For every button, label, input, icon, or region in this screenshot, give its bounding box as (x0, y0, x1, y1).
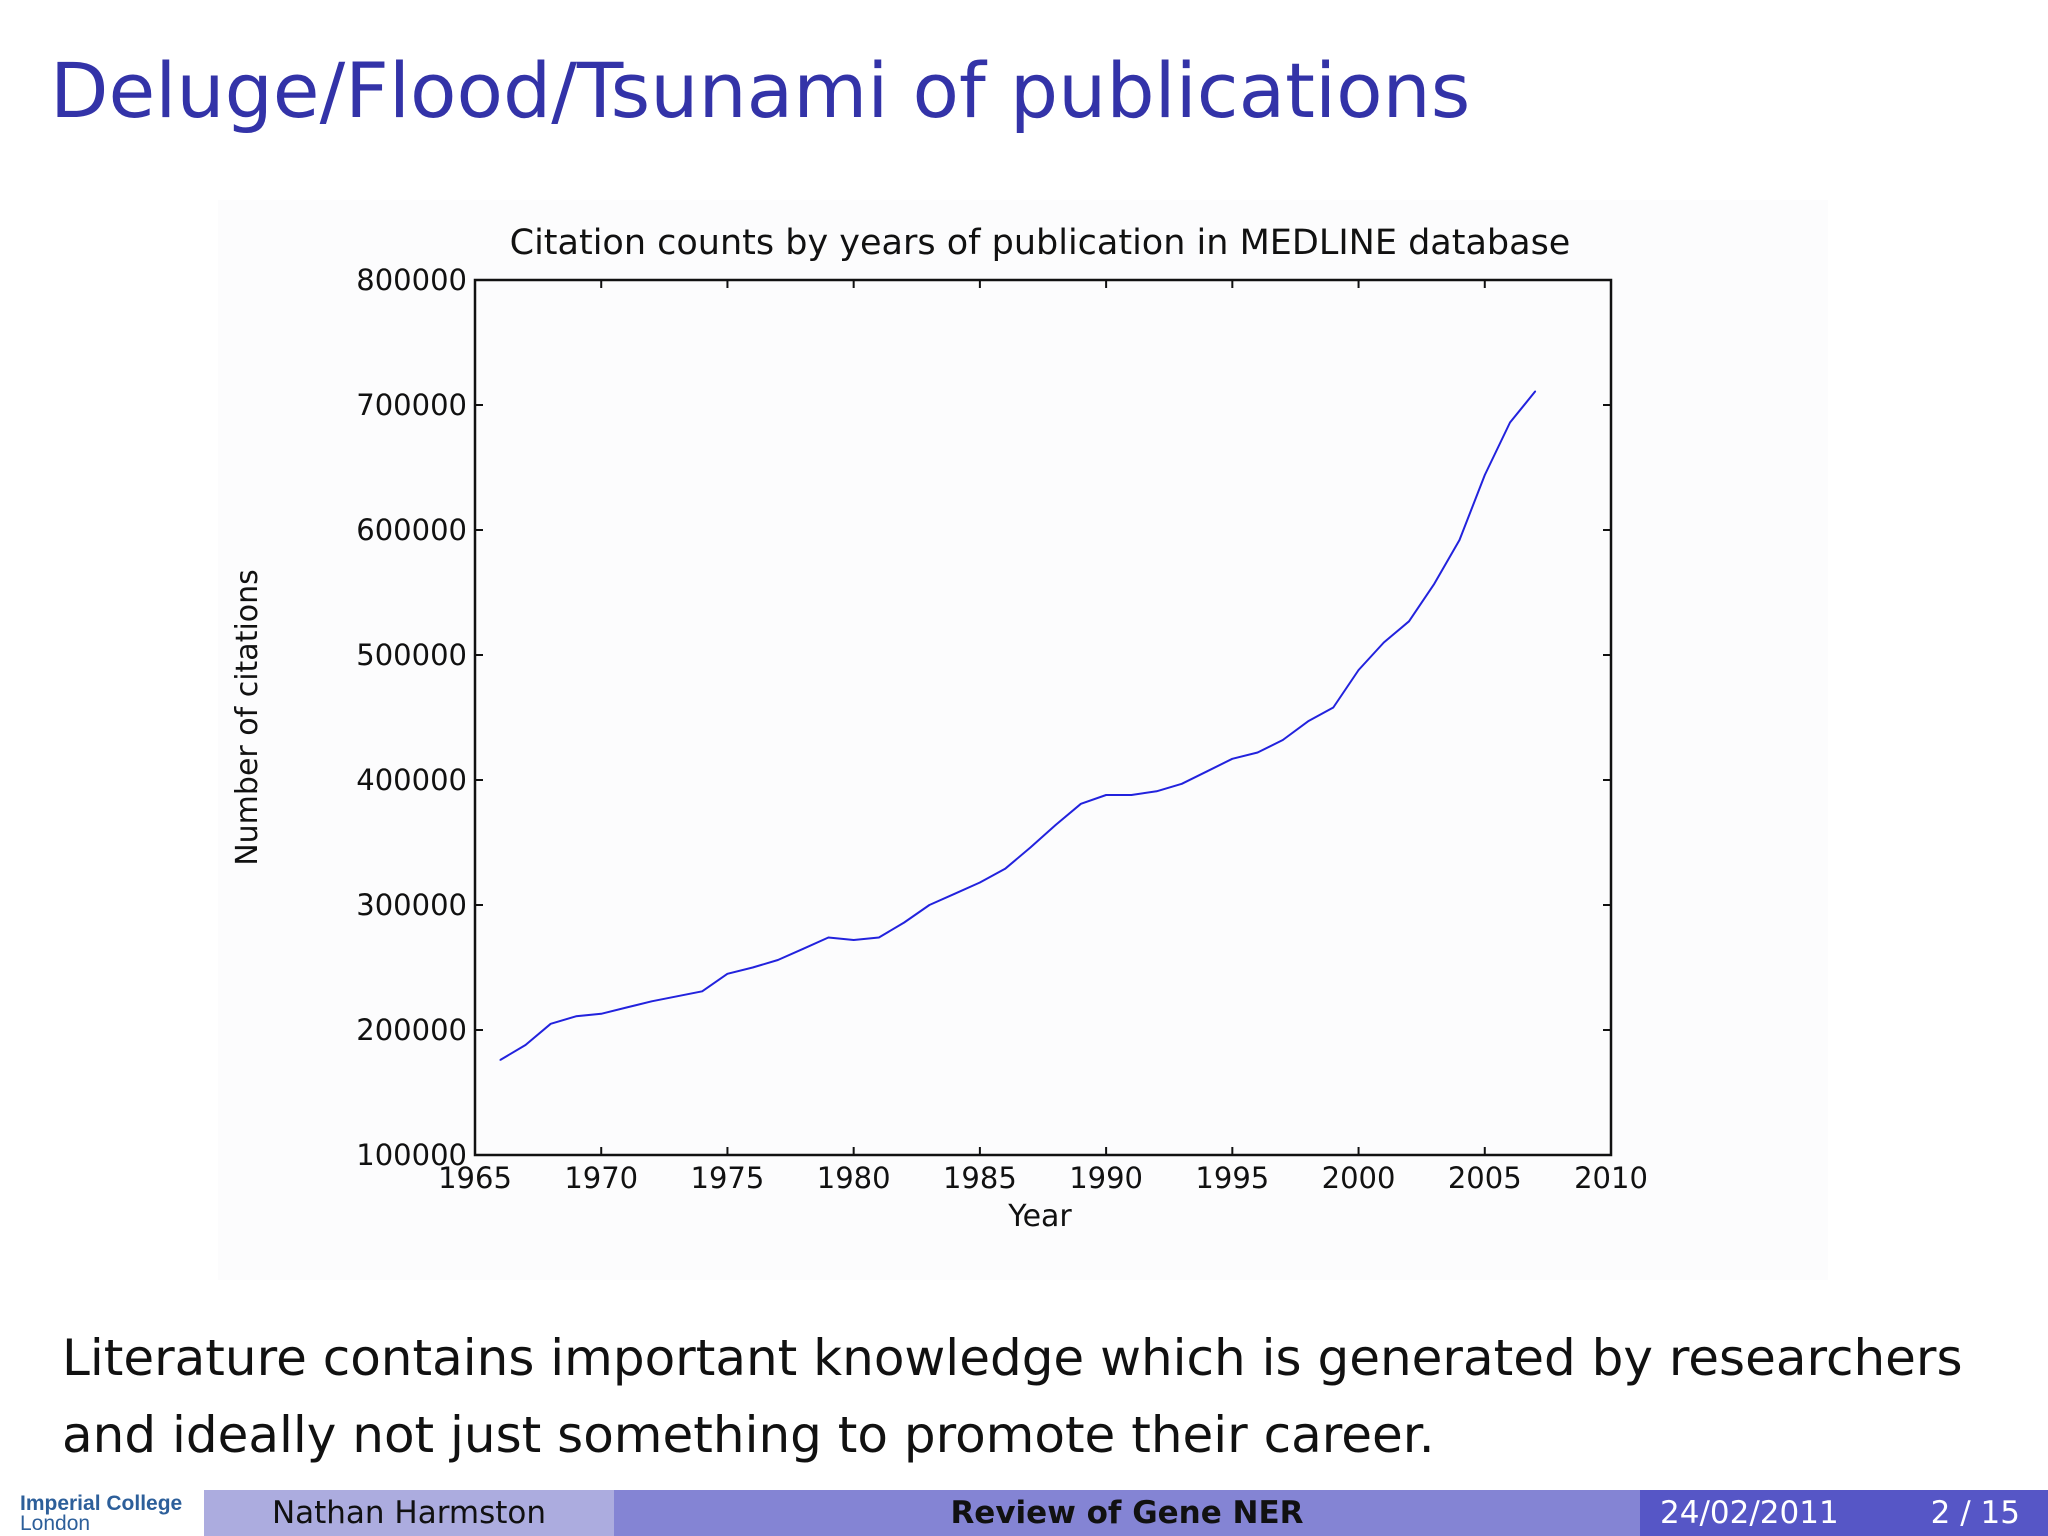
axis-ticks: 1965 1970 1975 1980 1985 1990 1995 2000 2005 2010… (356, 263, 1648, 1195)
data-point (575, 1015, 577, 1018)
y-tick-label: 400000 (356, 763, 467, 797)
data-point (1004, 868, 1006, 870)
data-point (600, 1013, 602, 1015)
data-point (852, 939, 855, 941)
chart-title: Citation counts by years of publication … (510, 223, 1571, 263)
data-point (1433, 583, 1436, 585)
y-tick-label: 600000 (356, 513, 467, 547)
data-point (1509, 421, 1511, 424)
plot-frame (473, 278, 1613, 1157)
data-point (878, 936, 880, 939)
x-tick-label: 1980 (817, 1161, 891, 1195)
y-tick-label: 200000 (356, 1013, 467, 1047)
data-point (524, 1044, 527, 1046)
data-point (1332, 706, 1335, 709)
data-point (1105, 794, 1107, 796)
x-axis-label: Year (1007, 1199, 1072, 1234)
figure-background (218, 200, 1828, 1280)
data-point (549, 1023, 552, 1025)
data-point (802, 948, 804, 950)
data-point (499, 1059, 502, 1061)
footer-date-page: 24/02/2011 2 / 15 (1640, 1490, 2048, 1536)
data-point (1534, 390, 1537, 393)
data-point (903, 921, 905, 924)
citation-count-line (499, 390, 1537, 1061)
y-tick-label: 100000 (356, 1138, 467, 1172)
data-point (1383, 641, 1385, 644)
data-point (1282, 739, 1284, 741)
x-tick-label: 1970 (564, 1161, 638, 1195)
data-point (625, 1006, 628, 1009)
data-point (1130, 794, 1133, 796)
data-point (1181, 783, 1183, 785)
data-point (726, 973, 729, 975)
series-layer (499, 390, 1537, 1061)
data-point (1054, 824, 1057, 826)
data-point (1458, 539, 1461, 541)
x-tick-label: 1975 (691, 1161, 765, 1195)
data-point (1029, 846, 1032, 849)
data-point (928, 904, 931, 906)
x-tick-label: 1995 (1195, 1161, 1269, 1195)
x-tick-label: 1985 (943, 1161, 1017, 1195)
x-tick-label: 2010 (1574, 1161, 1648, 1195)
y-tick-label: 500000 (356, 638, 467, 672)
data-point (1256, 751, 1259, 754)
data-point (650, 1000, 653, 1003)
logo-text-line2: London (20, 1512, 91, 1535)
x-tick-label: 2005 (1448, 1161, 1522, 1195)
data-point (701, 990, 703, 993)
data-point (1307, 720, 1309, 723)
footer-date: 24/02/2011 (1660, 1495, 1839, 1531)
data-point (1357, 669, 1360, 671)
slide-title: Deluge/Flood/Tsunami of publications (50, 46, 1471, 135)
footer: Imperial College London Nathan Harmston … (0, 1490, 2048, 1536)
author-name: Nathan Harmston (271, 1495, 547, 1531)
body-text: Literature contains important knowledge … (62, 1329, 1963, 1464)
y-tick-label: 700000 (356, 388, 467, 422)
footer-talk-title: Review of Gene NER (614, 1490, 1640, 1536)
data-point (1484, 474, 1486, 476)
page-number: 2 / 15 (1930, 1495, 2020, 1531)
y-axis-label: Number of citations (230, 569, 265, 866)
x-tick-label: 2000 (1322, 1161, 1396, 1195)
data-point (751, 966, 754, 969)
data-point (953, 893, 956, 895)
data-point (1408, 620, 1410, 623)
data-point (676, 995, 678, 998)
y-tick-label: 800000 (356, 263, 467, 297)
logo-text-line1: Imperial College (20, 1492, 183, 1515)
citation-chart: Citation counts by years of publication … (230, 223, 1648, 1234)
y-tick-label: 300000 (356, 888, 467, 922)
data-point (777, 959, 779, 961)
data-point (827, 936, 830, 939)
imperial-college-logo: Imperial College London (20, 1492, 210, 1536)
data-point (979, 881, 981, 884)
x-tick-label: 1990 (1069, 1161, 1143, 1195)
data-point (1231, 758, 1234, 760)
data-point (1206, 770, 1208, 773)
talk-title: Review of Gene NER (950, 1495, 1304, 1531)
data-point (1080, 803, 1082, 805)
data-point (1155, 790, 1158, 793)
x-tick-label: 1965 (438, 1161, 512, 1195)
footer-author: Nathan Harmston (204, 1490, 614, 1536)
